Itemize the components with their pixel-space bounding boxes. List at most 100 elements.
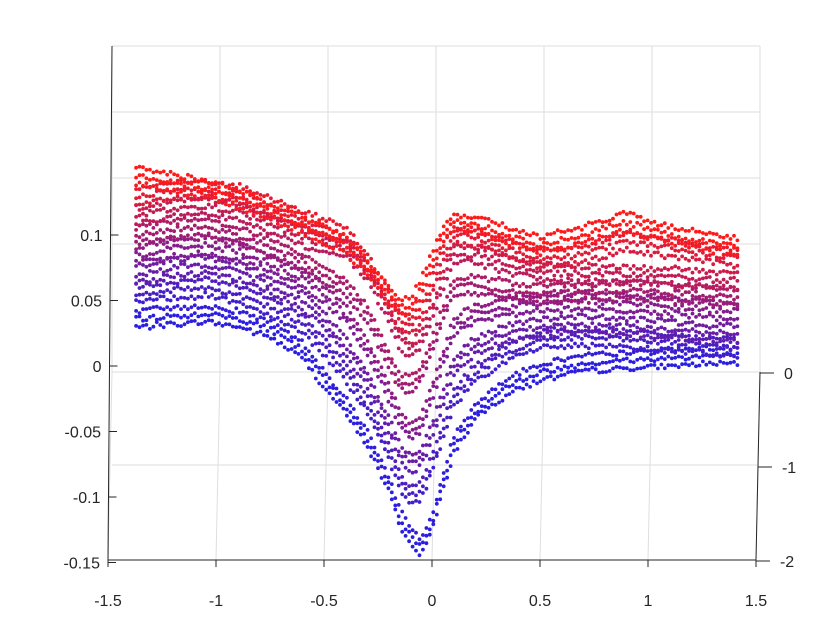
data-point: [320, 233, 325, 238]
data-point: [151, 277, 156, 281]
data-point: [555, 269, 560, 274]
data-point: [210, 181, 215, 186]
data-point: [721, 323, 726, 328]
data-point: [196, 197, 201, 202]
data-point: [555, 308, 560, 312]
data-point: [237, 240, 242, 245]
data-point: [573, 307, 577, 312]
data-point: [275, 222, 280, 226]
data-point: [203, 304, 208, 309]
data-point: [255, 191, 259, 195]
data-point: [369, 273, 373, 278]
data-point: [631, 294, 636, 299]
data-point: [666, 239, 671, 243]
data-point: [590, 281, 595, 286]
data-point: [687, 290, 691, 295]
data-point: [666, 243, 671, 247]
data-point: [158, 256, 163, 261]
data-point: [531, 302, 536, 307]
data-point: [389, 403, 394, 408]
data-point: [483, 248, 487, 253]
data-point: [469, 382, 474, 386]
data-point: [286, 348, 290, 352]
data-point: [210, 279, 215, 283]
data-point: [313, 211, 318, 216]
data-point: [369, 401, 373, 406]
data-point: [182, 204, 187, 209]
data-point: [600, 330, 605, 335]
data-point: [403, 527, 408, 532]
data-point: [593, 291, 598, 296]
data-point: [642, 240, 646, 245]
data-point: [714, 336, 719, 341]
data-point: [251, 237, 256, 242]
data-point: [531, 246, 536, 251]
data-point: [386, 480, 391, 485]
data-point: [230, 311, 235, 316]
data-point: [649, 330, 653, 335]
data-point: [656, 224, 660, 228]
data-point: [134, 215, 139, 219]
data-point: [472, 417, 477, 421]
data-point: [438, 483, 443, 487]
data-point: [275, 199, 280, 204]
data-point: [441, 395, 446, 400]
data-point: [148, 178, 152, 182]
data-point: [365, 394, 370, 399]
data-point: [497, 333, 501, 338]
data-point: [345, 407, 349, 412]
data-point: [286, 214, 290, 219]
data-point: [455, 261, 460, 266]
data-point: [293, 296, 297, 301]
data-point: [179, 213, 183, 217]
data-point: [386, 303, 391, 308]
data-point: [358, 249, 363, 254]
data-point: [196, 231, 201, 236]
data-point: [272, 231, 277, 236]
data-point: [262, 333, 266, 338]
data-point: [279, 208, 284, 213]
data-point: [583, 258, 588, 263]
data-point: [542, 271, 546, 275]
data-point: [448, 268, 453, 272]
data-point: [493, 393, 498, 398]
data-point: [728, 336, 733, 341]
data-point: [251, 192, 256, 197]
data-point: [548, 261, 553, 266]
data-point: [265, 320, 270, 324]
data-point: [476, 215, 481, 220]
data-point: [220, 307, 225, 311]
data-point: [148, 219, 152, 223]
data-point: [396, 406, 401, 410]
data-point: [307, 280, 311, 285]
data-point: [154, 261, 159, 266]
data-point: [510, 241, 515, 246]
data-point: [248, 266, 253, 271]
data-point: [134, 183, 139, 188]
data-point: [307, 255, 311, 259]
data-point: [421, 533, 425, 537]
data-point: [338, 275, 342, 280]
data-point: [141, 238, 145, 243]
data-point: [490, 301, 494, 306]
data-point: [310, 278, 315, 283]
data-point: [213, 200, 218, 205]
data-point: [438, 233, 443, 238]
data-point: [206, 193, 211, 198]
data-point: [213, 240, 218, 245]
data-point: [559, 322, 564, 327]
data-point: [466, 281, 470, 286]
data-point: [604, 331, 608, 336]
data-point: [656, 235, 660, 240]
data-point: [386, 449, 391, 454]
data-point: [396, 449, 401, 454]
data-point: [345, 395, 349, 400]
data-point: [144, 176, 149, 181]
data-point: [673, 363, 678, 368]
data-point: [593, 270, 598, 275]
data-point: [694, 334, 698, 338]
data-point: [272, 336, 277, 341]
data-point: [303, 211, 308, 216]
data-point: [611, 366, 615, 371]
data-point: [517, 241, 522, 246]
